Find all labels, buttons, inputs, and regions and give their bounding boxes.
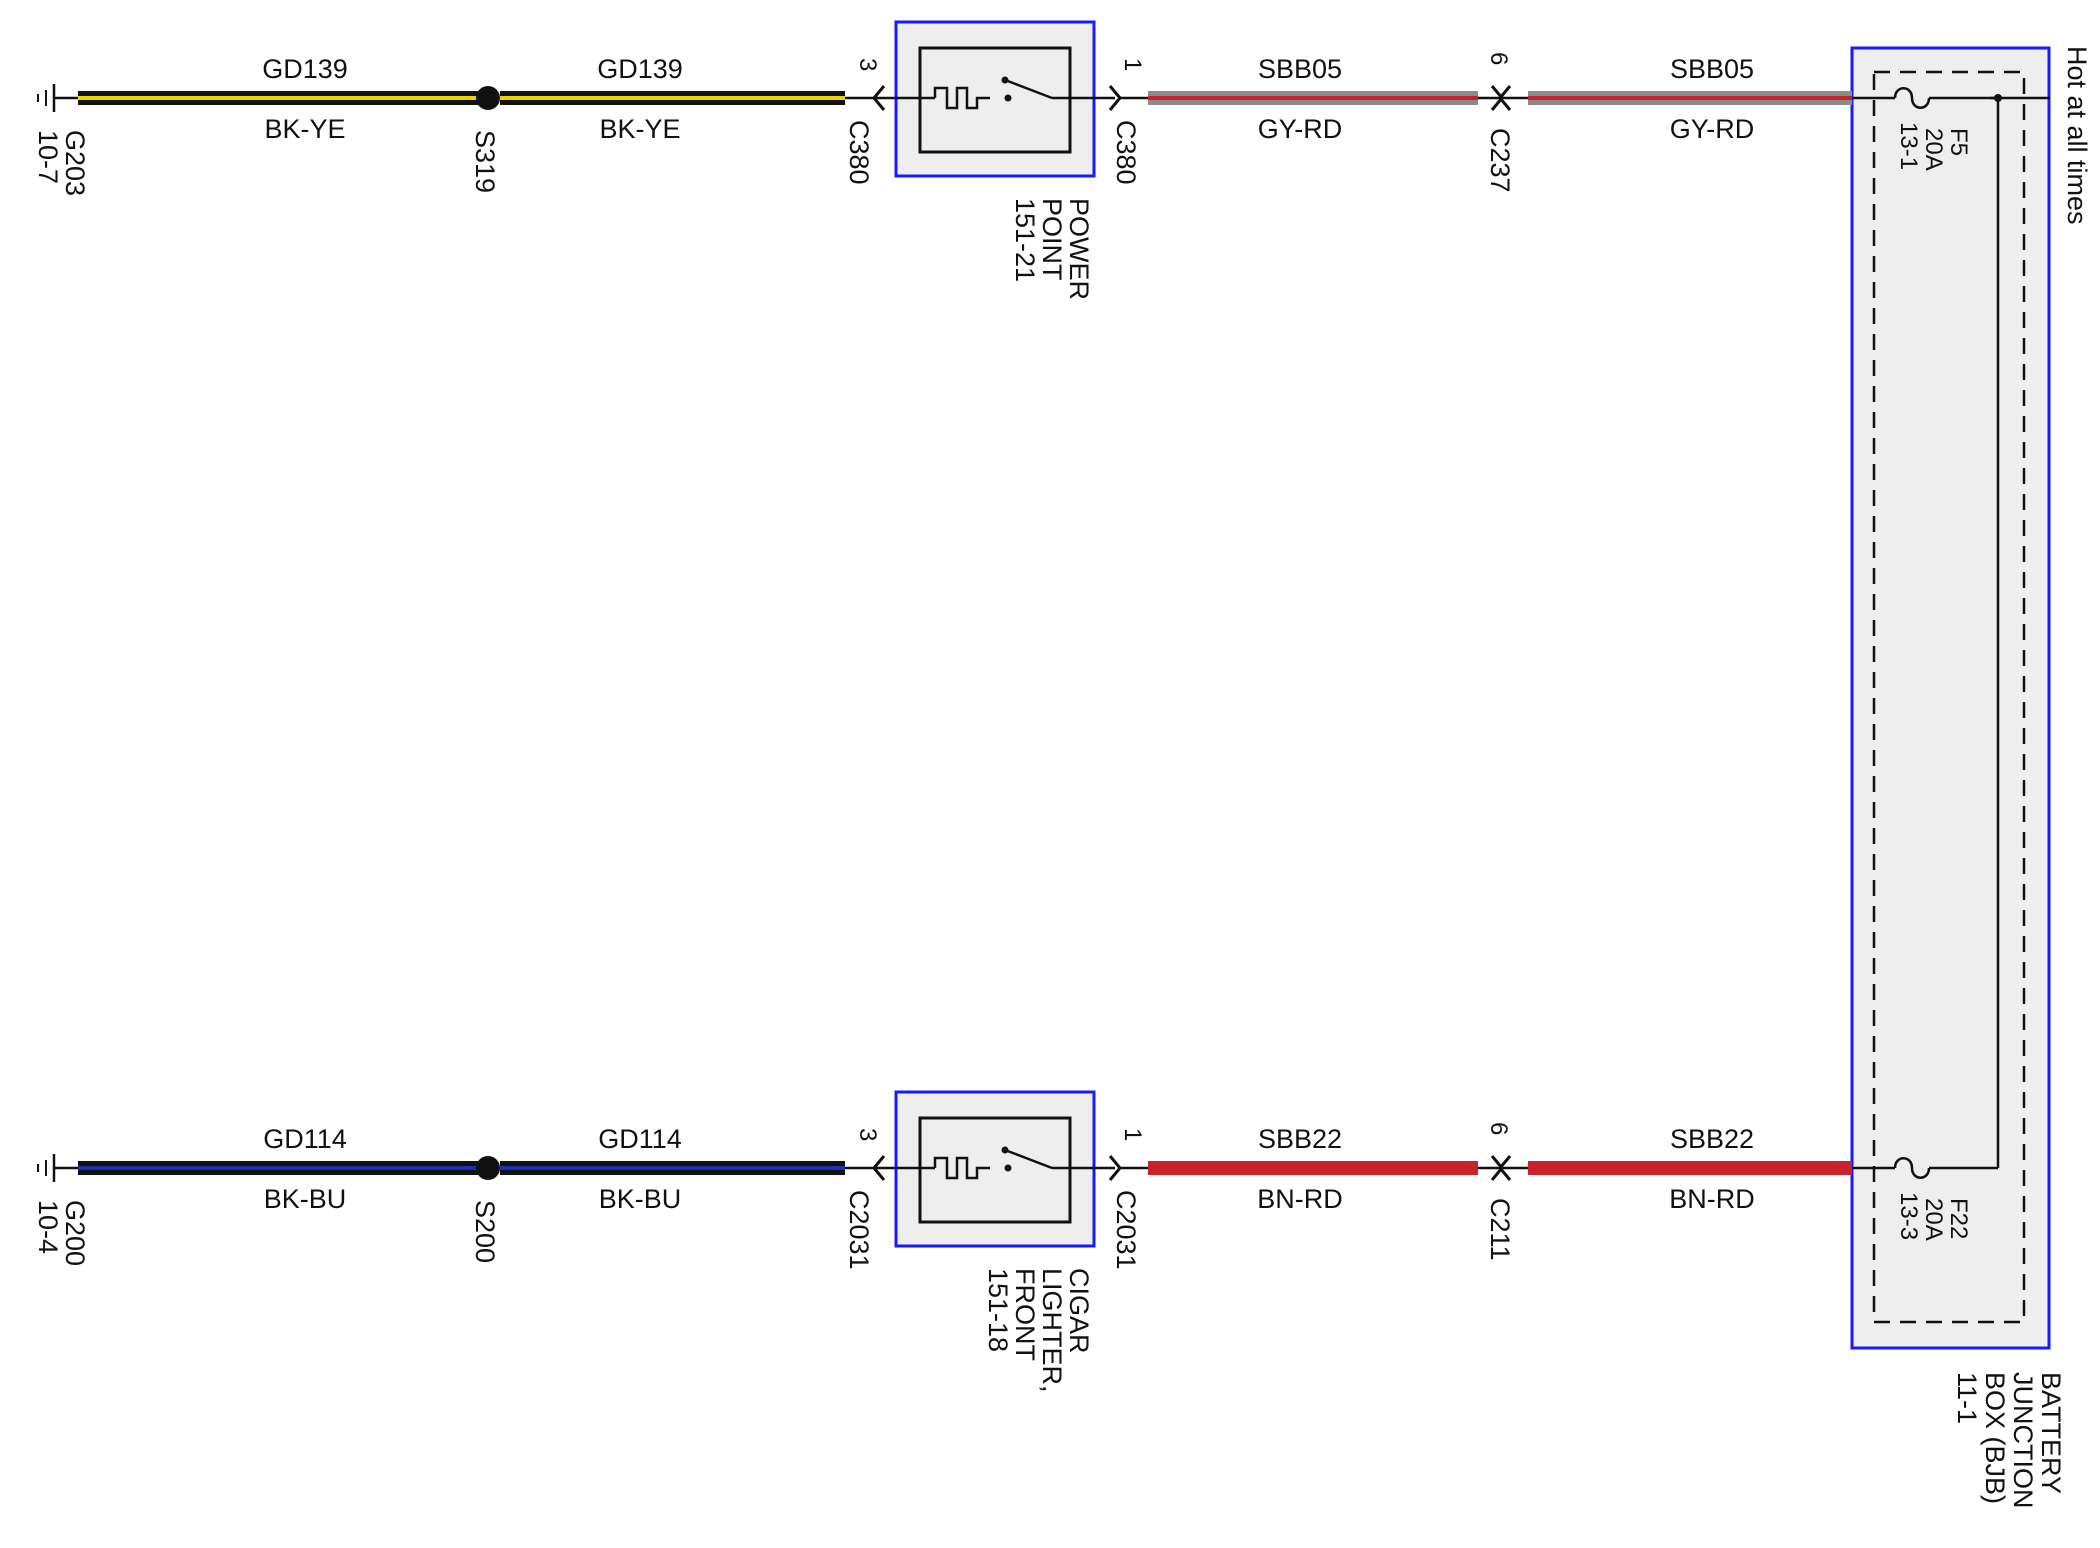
fuse-f22-ref: 13-3: [1895, 1192, 1922, 1240]
ground-g203-ref: 10-7: [33, 130, 63, 184]
bjb-label-line4: 11-1: [1952, 1372, 1982, 1424]
wire-sbb22-b-name: SBB22: [1670, 1124, 1754, 1154]
wire-sbb05-b-name: SBB05: [1670, 54, 1754, 84]
splice-s200-label: S200: [470, 1200, 500, 1263]
power-source-label: Hot at all times: [2062, 46, 2092, 225]
wire-sbb05-a-name: SBB05: [1258, 54, 1342, 84]
connector-c237-label: C237: [1485, 128, 1515, 193]
fuse-f22-name: F22: [1945, 1198, 1972, 1239]
connector-c211-label: C211: [1485, 1198, 1515, 1261]
bjb-label-line1: BATTERY: [2036, 1372, 2066, 1494]
ground-g200-ref: 10-4: [33, 1200, 63, 1254]
fuse-f5-icon: [1893, 87, 1931, 109]
cigar-lighter-label-2: LIGHTER,: [1037, 1268, 1067, 1393]
connector-c2031-right-label: C2031: [1111, 1190, 1141, 1270]
cigar-lighter-label-3: FRONT: [1010, 1268, 1040, 1361]
power-point-label-3: 151-21: [1010, 198, 1040, 282]
power-point-label-1: POWER: [1064, 198, 1094, 300]
splice-s319-label: S319: [470, 130, 500, 193]
pin-c380-left: 3: [854, 58, 881, 71]
cigar-lighter-label-1: CIGAR: [1064, 1268, 1094, 1354]
ground-g203-icon: [37, 84, 78, 112]
wire-gd139-a-color: BK-YE: [264, 114, 345, 144]
pin-c2031-right: 1: [1119, 1128, 1146, 1141]
connector-c380-left-icon: [872, 85, 886, 111]
connector-c237-male-icon: [1490, 85, 1504, 111]
wire-gd139-b-name: GD139: [597, 54, 683, 84]
wire-gd114-b-name: GD114: [598, 1124, 682, 1154]
splice-s200-icon: [476, 1156, 500, 1180]
cigar-lighter-label-4: 151-18: [983, 1268, 1013, 1352]
bjb-label-line3: BOX (BJB): [1980, 1372, 2010, 1504]
connector-c2031-left-icon: [872, 1155, 886, 1181]
wire-sbb22-a-name: SBB22: [1258, 1124, 1342, 1154]
ground-g203-name: G203: [60, 130, 90, 196]
wire-sbb22-b-color: BN-RD: [1669, 1184, 1755, 1214]
heating-element-icon: [933, 86, 990, 110]
fuse-f22-icon: [1893, 1157, 1931, 1179]
wire-gd114-b-color: BK-BU: [599, 1184, 682, 1214]
wire-sbb05-a-color: GY-RD: [1258, 114, 1343, 144]
wire-gd139-b-color: BK-YE: [599, 114, 680, 144]
connector-c211-male-icon: [1490, 1155, 1504, 1181]
bjb-label-line2: JUNCTION: [2008, 1372, 2038, 1509]
splice-s319-icon: [476, 86, 500, 110]
wire-sbb22-b: [1528, 1161, 1852, 1175]
bjb-outline: [1850, 46, 2051, 1350]
fuse-f5-rating: 20A: [1920, 128, 1947, 171]
wire-gd114-a-color: BK-BU: [264, 1184, 347, 1214]
fuse-f5-ref: 13-1: [1895, 122, 1922, 170]
connector-c380-left-label: C380: [844, 120, 874, 185]
wire-sbb22-a: [1148, 1161, 1478, 1175]
pin-c380-right: 1: [1119, 58, 1146, 71]
pin-c2031-left: 3: [854, 1128, 881, 1141]
pin-c237: 6: [1485, 52, 1512, 65]
connector-c211-female-icon: [1498, 1155, 1512, 1181]
switch-icon: [1004, 78, 1053, 100]
wire-sbb22-a-color: BN-RD: [1257, 1184, 1343, 1214]
fuse-f5-name: F5: [1945, 128, 1972, 156]
wire-sbb05-b-color: GY-RD: [1670, 114, 1755, 144]
heating-element-icon: [933, 1156, 990, 1180]
wire-gd114-a-name: GD114: [263, 1124, 347, 1154]
battery-junction-box: F5 20A 13-1 F22 20A 13-3 BATTERY JUNCTIO…: [1850, 46, 2092, 1509]
wire-gd139-a-name: GD139: [262, 54, 348, 84]
circuit-power-point: G203 10-7 GD139 BK-YE S319 GD139 BK-YE 3…: [33, 20, 1852, 300]
connector-c237-female-icon: [1498, 85, 1512, 111]
pin-c211: 6: [1485, 1122, 1512, 1135]
ground-g200-name: G200: [60, 1200, 90, 1266]
connector-c2031-left-label: C2031: [844, 1190, 874, 1270]
connector-c380-right-label: C380: [1111, 120, 1141, 185]
power-point-label-2: POINT: [1037, 198, 1067, 281]
switch-icon: [1004, 1148, 1053, 1170]
ground-g200-icon: [37, 1154, 78, 1182]
fuse-f22-rating: 20A: [1920, 1198, 1947, 1241]
circuit-cigar-lighter: G200 10-4 GD114 BK-BU S200 GD114 BK-BU 3…: [33, 1090, 1852, 1393]
